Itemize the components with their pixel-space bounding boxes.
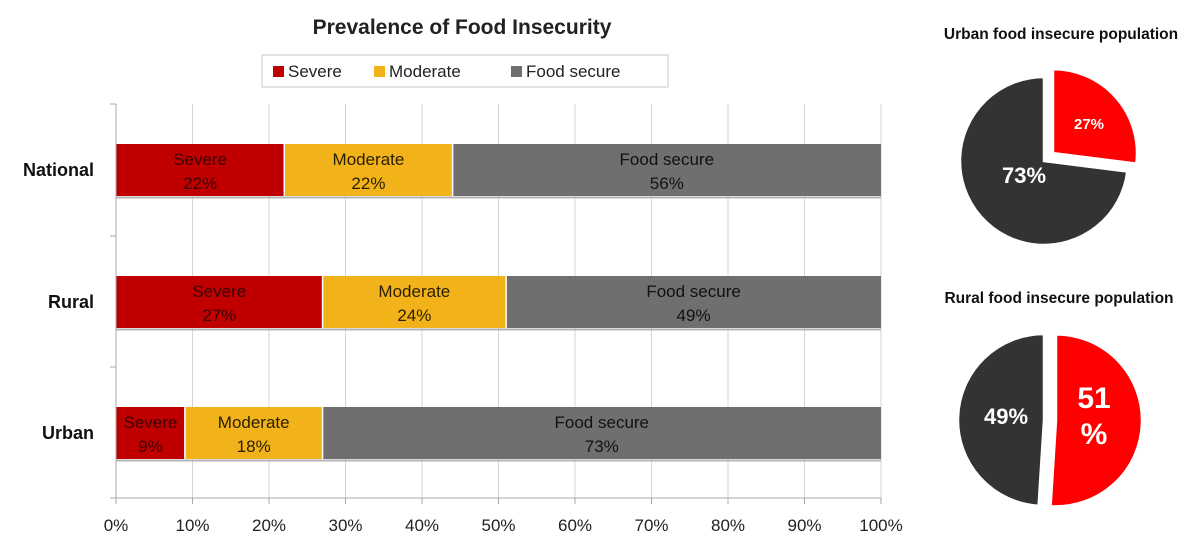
legend-label-food-secure: Food secure — [526, 62, 621, 81]
pie-slice-73 — [958, 75, 1129, 247]
pie-slice-49 — [956, 332, 1046, 508]
x-tick-label: 100% — [859, 516, 902, 535]
bar-label-series: Food secure — [555, 413, 650, 432]
category-label-rural: Rural — [48, 292, 94, 312]
legend-label-severe: Severe — [288, 62, 342, 81]
legend-swatch-food-secure — [511, 66, 522, 77]
bar-label-value: 73% — [585, 437, 619, 456]
bar-label-value: 49% — [677, 306, 711, 325]
legend-swatch-severe — [273, 66, 284, 77]
bar-urban-severe — [116, 407, 185, 459]
bar-national-food-secure — [452, 144, 881, 196]
bar-group: National Severe 22% Moderate 22% Food secure 5… — [23, 144, 881, 462]
category-label-urban: Urban — [42, 423, 94, 443]
pie-label-part: % — [1081, 418, 1108, 451]
bar-label-series: Food secure — [646, 282, 741, 301]
bar-chart-title: Prevalence of Food Insecurity — [313, 16, 612, 39]
bar-rural-moderate — [322, 276, 507, 328]
pie-label: 27% — [1074, 116, 1104, 133]
bar-label-value: 56% — [650, 174, 684, 193]
bar-label-series: Moderate — [378, 282, 450, 301]
bar-label-value: 24% — [397, 306, 431, 325]
legend-frame — [261, 54, 669, 88]
pie-slice-27 — [1051, 67, 1139, 165]
bar-label-value: 22% — [351, 174, 385, 193]
pie-label: 73% — [1002, 163, 1046, 188]
x-tick-label: 10% — [175, 516, 209, 535]
bar-label-value: 22% — [183, 174, 217, 193]
bar-label-series: Severe — [173, 150, 227, 169]
legend-label-moderate: Moderate — [389, 62, 461, 81]
x-tick-label: 90% — [787, 516, 821, 535]
bar-label-value: 9% — [138, 437, 163, 456]
x-tick-label: 40% — [405, 516, 439, 535]
bar-urban-moderate — [184, 407, 323, 459]
bar-chart-legend: Severe Moderate Food secure — [261, 54, 669, 88]
urban-pie: 27% 73% — [958, 67, 1139, 247]
bar-label-value: 27% — [202, 306, 236, 325]
x-tick-label: 60% — [558, 516, 592, 535]
bar-national-moderate — [284, 144, 453, 196]
rural-pie: 51% 49% — [956, 332, 1144, 508]
bar-label-series: Severe — [192, 282, 246, 301]
bar-label-value: 18% — [237, 437, 271, 456]
bar-rural-food-secure — [506, 276, 881, 328]
bar-label-series: Moderate — [333, 150, 405, 169]
x-tick-label: 50% — [481, 516, 515, 535]
bar-urban-food-secure — [322, 407, 881, 459]
legend-swatch-moderate — [374, 66, 385, 77]
rural-pie-title: Rural food insecure population — [944, 290, 1173, 307]
urban-pie-title: Urban food insecure population — [944, 26, 1178, 43]
x-tick-label: 20% — [252, 516, 286, 535]
pie-label-part: 51 — [1077, 382, 1110, 415]
x-tick-label: 70% — [634, 516, 668, 535]
pie-slice-51 — [1049, 333, 1144, 508]
bar-label-series: Food secure — [620, 150, 715, 169]
bar-label-series: Severe — [123, 413, 177, 432]
bar-label-series: Moderate — [218, 413, 290, 432]
x-axis: 0% 10% 20% 30% 40% 50% 60% 70% 80% 90% 100% — [104, 103, 903, 535]
bar-national-severe — [116, 144, 285, 196]
x-tick-label: 80% — [711, 516, 745, 535]
x-tick-label: 0% — [104, 516, 129, 535]
x-tick-label: 30% — [328, 516, 362, 535]
pie-label: 49% — [984, 404, 1028, 429]
bar-rural-severe — [116, 276, 323, 328]
category-label-national: National — [23, 160, 94, 180]
